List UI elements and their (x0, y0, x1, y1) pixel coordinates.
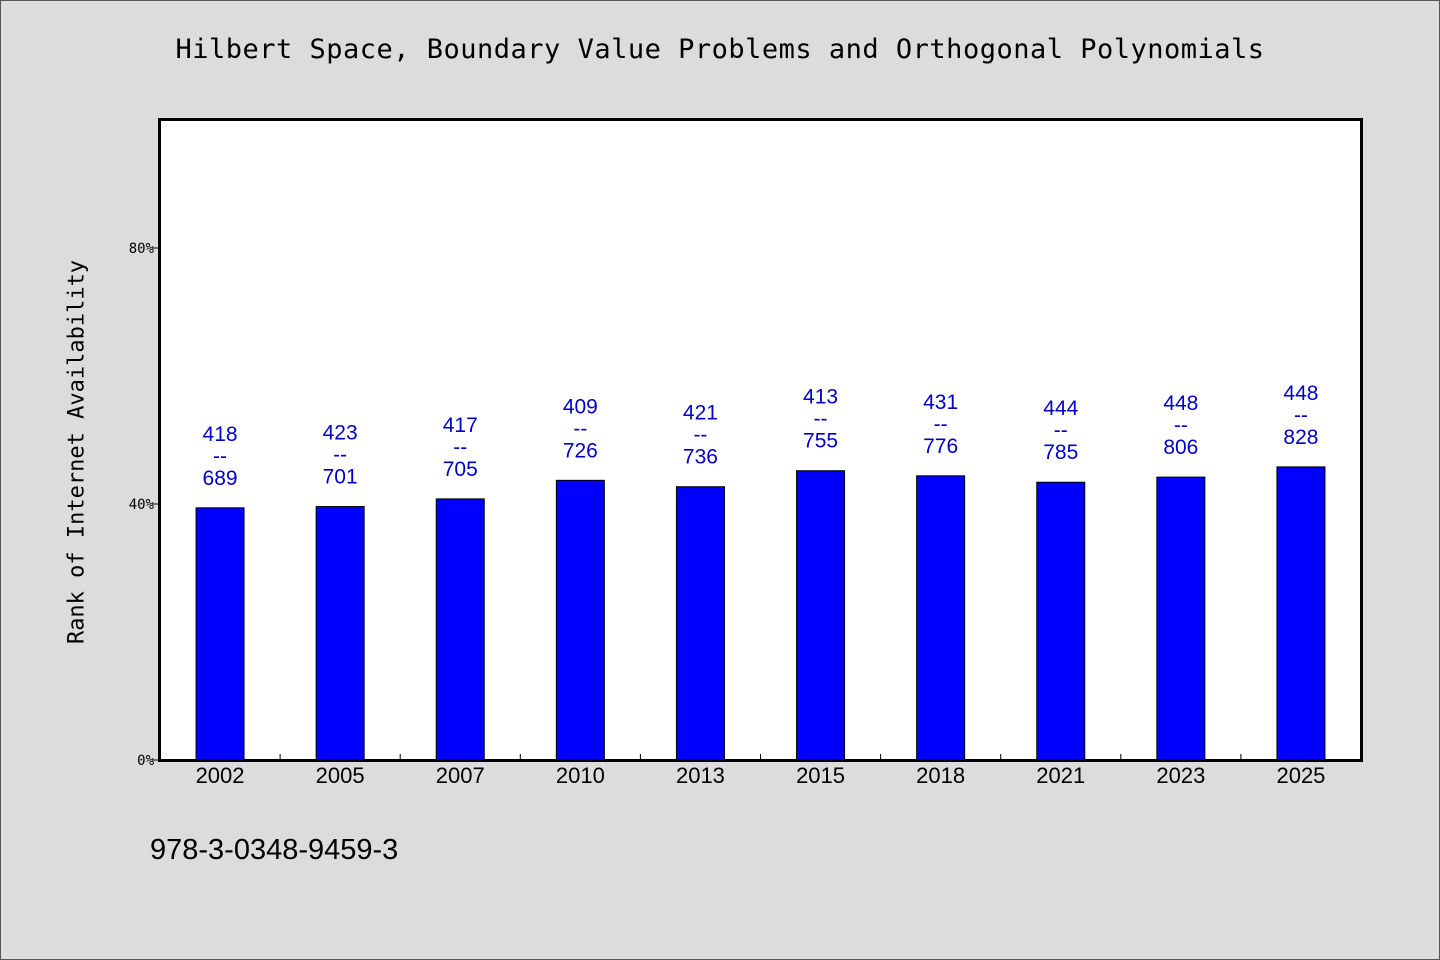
x-tick-label: 2010 (556, 763, 605, 788)
data-label-bottom: 689 (203, 467, 238, 490)
data-label-bottom: 828 (1283, 426, 1318, 449)
isbn-text: 978-3-0348-9459-3 (150, 834, 399, 866)
data-label-separator: -- (934, 413, 948, 436)
x-tick-label: 2015 (796, 763, 845, 788)
data-label-separator: -- (453, 436, 467, 459)
data-label-bottom: 726 (563, 439, 598, 462)
data-label-bottom: 755 (803, 430, 838, 453)
data-labels: 418--689423--701417--705409--726421--736… (203, 382, 1319, 490)
bar (796, 470, 846, 761)
x-tick-label: 2013 (676, 763, 725, 788)
bar (555, 479, 605, 761)
data-label-separator: -- (1054, 419, 1068, 442)
bar (916, 475, 966, 761)
y-tick-label: 40% (129, 497, 155, 513)
data-label-top: 413 (803, 386, 838, 409)
data-label-bottom: 701 (323, 466, 358, 489)
bar (195, 507, 245, 761)
data-label-separator: -- (693, 424, 707, 447)
bar (1036, 481, 1086, 761)
x-tick-label: 2005 (316, 763, 365, 788)
bar (315, 506, 365, 761)
data-label-top: 448 (1283, 382, 1318, 405)
data-label-bottom: 705 (443, 458, 478, 481)
data-label-top: 448 (1163, 392, 1198, 415)
data-label-bottom: 776 (923, 435, 958, 458)
x-tick-label: 2018 (916, 763, 965, 788)
data-label-bottom: 806 (1163, 436, 1198, 459)
x-tick-label: 2025 (1276, 763, 1325, 788)
chart-title: Hilbert Space, Boundary Value Problems a… (175, 34, 1265, 65)
data-label-top: 421 (683, 402, 718, 425)
y-tick-label: 0% (137, 753, 154, 769)
data-label-bottom: 736 (683, 446, 718, 469)
data-label-top: 444 (1043, 397, 1078, 420)
data-label-separator: -- (333, 444, 347, 467)
data-label-top: 418 (203, 423, 238, 446)
data-label-top: 423 (323, 422, 358, 445)
bar (1276, 466, 1326, 761)
data-label-bottom: 785 (1043, 441, 1078, 464)
data-label-top: 431 (923, 391, 958, 414)
x-tick-label: 2021 (1036, 763, 1085, 788)
x-axis: 2002 2005 2007 2010 2013 2015 2018 2021 2023 2025 (196, 754, 1325, 788)
data-label-top: 417 (443, 414, 478, 437)
data-label-separator: -- (213, 445, 227, 468)
data-label-separator: -- (1174, 414, 1188, 437)
x-tick-label: 2002 (196, 763, 245, 788)
data-label-separator: -- (573, 417, 587, 440)
bar (435, 498, 485, 761)
data-label-separator: -- (1294, 404, 1308, 427)
data-label-separator: -- (814, 408, 828, 431)
x-tick-label: 2023 (1156, 763, 1205, 788)
bar-series (195, 466, 1326, 761)
data-label-top: 409 (563, 395, 598, 418)
bar (1156, 476, 1206, 761)
bar (675, 486, 725, 761)
y-axis: 0% 40% 80% (129, 241, 160, 769)
y-tick-label: 80% (129, 241, 155, 257)
x-tick-label: 2007 (436, 763, 485, 788)
